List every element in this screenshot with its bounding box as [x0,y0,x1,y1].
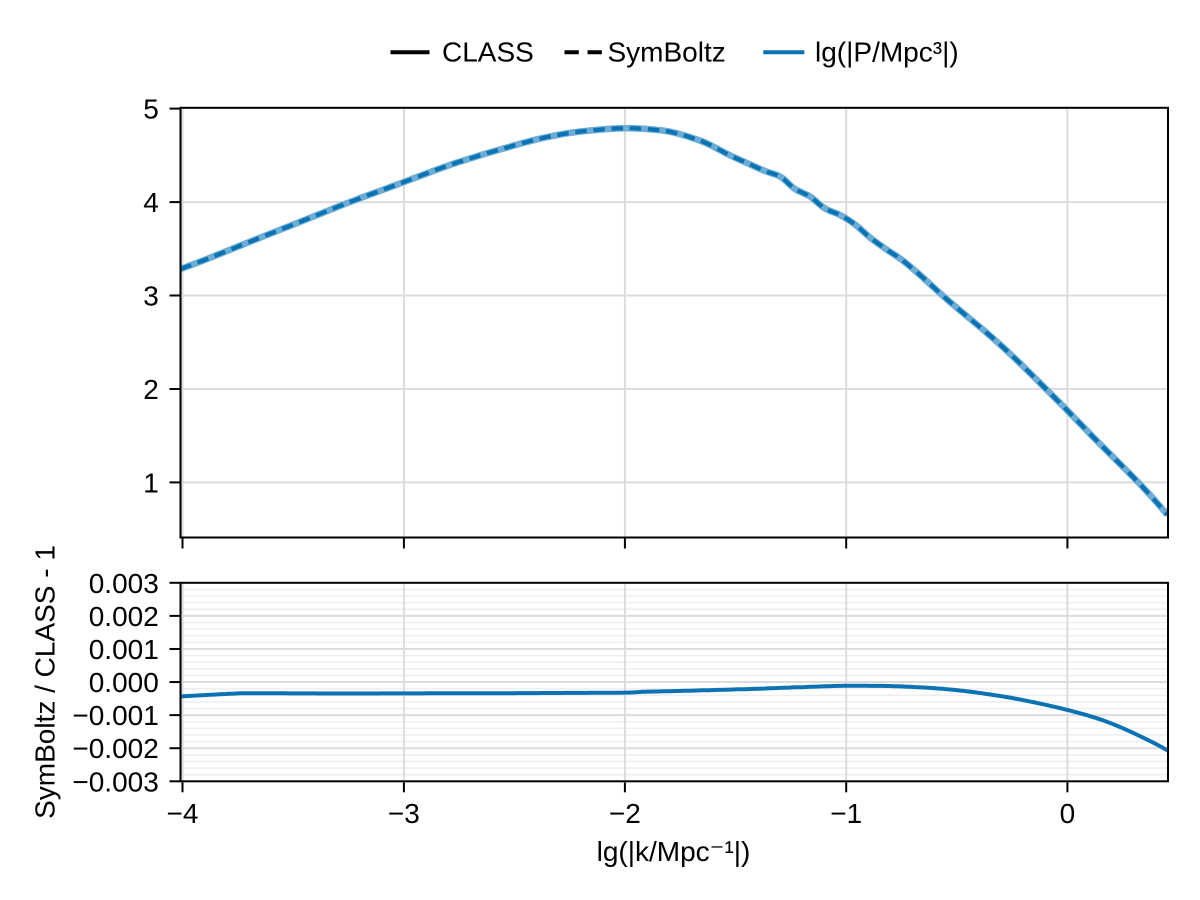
svg-text:4: 4 [143,187,159,218]
svg-text:0.001: 0.001 [89,634,159,665]
svg-text:−0.003: −0.003 [72,766,158,797]
svg-text:−2: −2 [609,798,641,829]
svg-text:lg(|k/Mpc⁻¹|): lg(|k/Mpc⁻¹|) [597,836,751,867]
svg-text:−1: −1 [830,798,862,829]
svg-text:1: 1 [143,467,159,498]
svg-text:0: 0 [1060,798,1076,829]
svg-text:5: 5 [143,94,159,125]
svg-text:2: 2 [143,374,159,405]
svg-text:−3: −3 [388,798,420,829]
svg-text:SymBoltz / CLASS - 1: SymBoltz / CLASS - 1 [30,545,61,819]
svg-text:−0.002: −0.002 [72,733,158,764]
svg-text:0.003: 0.003 [89,568,159,599]
svg-text:0.002: 0.002 [89,601,159,632]
svg-text:3: 3 [143,281,159,312]
svg-text:SymBoltz: SymBoltz [608,37,726,68]
svg-text:CLASS: CLASS [442,37,534,68]
svg-text:−4: −4 [167,798,199,829]
svg-text:−0.001: −0.001 [72,700,158,731]
svg-text:lg(|P/Mpc³|): lg(|P/Mpc³|) [815,37,959,68]
svg-text:0.000: 0.000 [89,667,159,698]
